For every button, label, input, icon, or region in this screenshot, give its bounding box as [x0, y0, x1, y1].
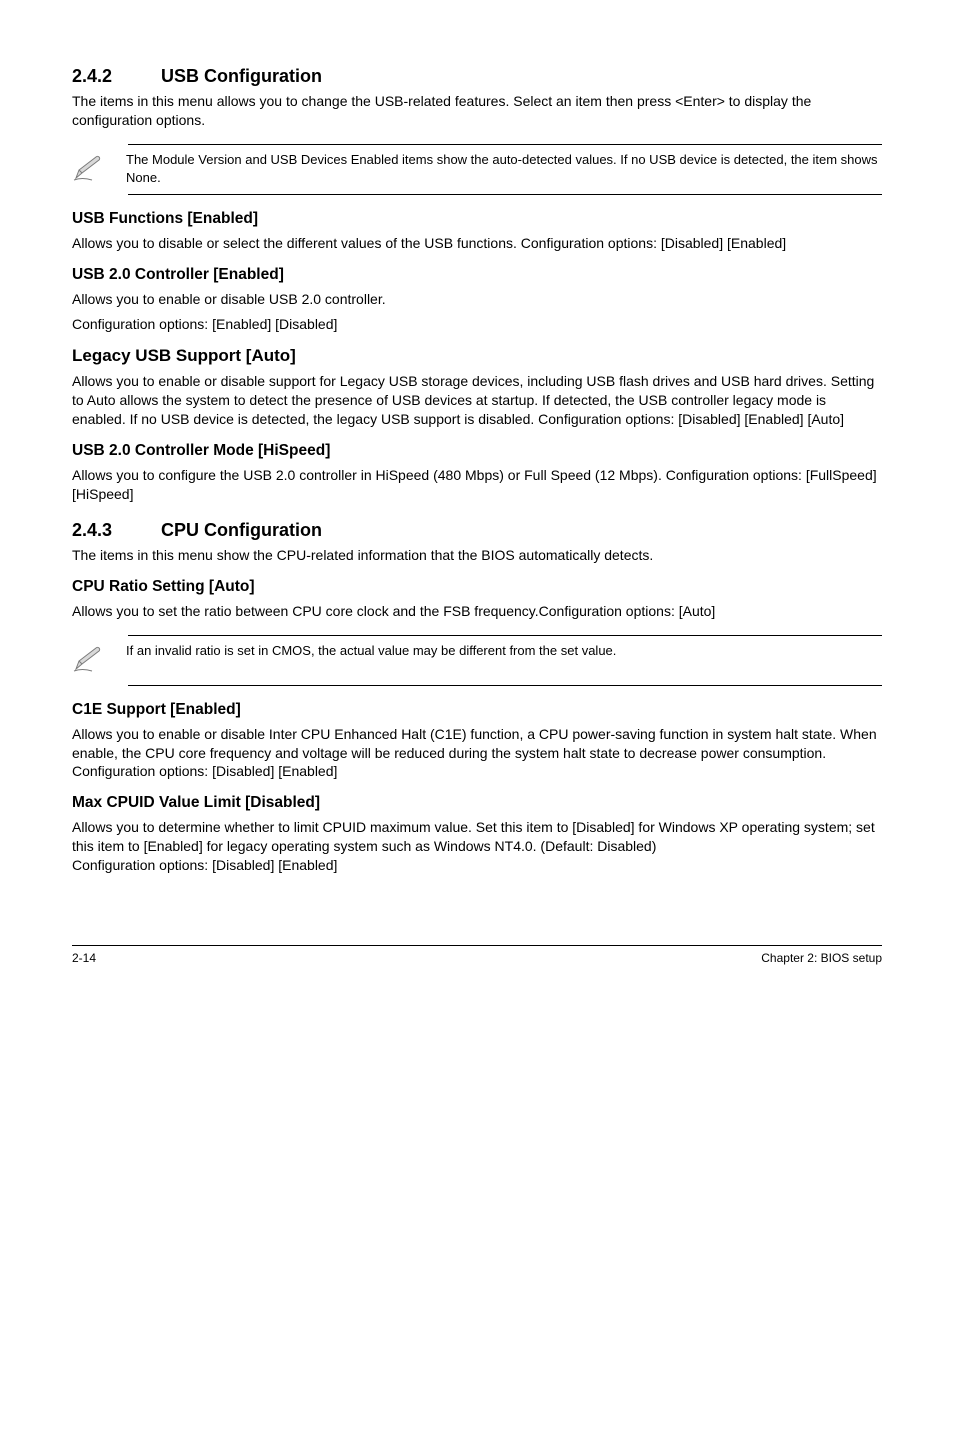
item-heading: Max CPUID Value Limit [Disabled] — [72, 793, 882, 814]
item-body: Allows you to enable or disable Inter CP… — [72, 725, 882, 782]
note-text: The Module Version and USB Devices Enabl… — [126, 151, 882, 186]
note-text: If an invalid ratio is set in CMOS, the … — [126, 642, 616, 660]
item-body: Allows you to set the ratio between CPU … — [72, 602, 882, 621]
section-number: 2.4.2 — [72, 64, 156, 88]
footer-page-number: 2-14 — [72, 950, 96, 966]
item-body: Allows you to determine whether to limit… — [72, 818, 882, 856]
item-heading: USB Functions [Enabled] — [72, 209, 882, 230]
note-block: If an invalid ratio is set in CMOS, the … — [128, 635, 882, 686]
item-heading: USB 2.0 Controller Mode [HiSpeed] — [72, 441, 882, 462]
item-heading: C1E Support [Enabled] — [72, 700, 882, 721]
section-intro: The items in this menu allows you to cha… — [72, 92, 882, 130]
pen-icon — [72, 151, 108, 188]
footer-chapter: Chapter 2: BIOS setup — [761, 950, 882, 966]
pen-icon — [72, 642, 108, 679]
item-body: Allows you to configure the USB 2.0 cont… — [72, 466, 882, 504]
item-heading: Legacy USB Support [Auto] — [72, 345, 882, 368]
section-intro: The items in this menu show the CPU-rela… — [72, 546, 882, 565]
section-heading: 2.4.2 USB Configuration — [72, 64, 882, 88]
section-title: CPU Configuration — [161, 520, 322, 540]
section-heading: 2.4.3 CPU Configuration — [72, 518, 882, 542]
section-title: USB Configuration — [161, 66, 322, 86]
page-footer: 2-14 Chapter 2: BIOS setup — [72, 945, 882, 966]
item-body: Allows you to disable or select the diff… — [72, 234, 882, 253]
item-body: Configuration options: [Enabled] [Disabl… — [72, 315, 882, 334]
note-block: The Module Version and USB Devices Enabl… — [128, 144, 882, 195]
item-heading: CPU Ratio Setting [Auto] — [72, 577, 882, 598]
item-heading: USB 2.0 Controller [Enabled] — [72, 265, 882, 286]
section-number: 2.4.3 — [72, 518, 156, 542]
item-body: Allows you to enable or disable USB 2.0 … — [72, 290, 882, 309]
item-body: Configuration options: [Disabled] [Enabl… — [72, 856, 882, 875]
item-body: Allows you to enable or disable support … — [72, 372, 882, 429]
